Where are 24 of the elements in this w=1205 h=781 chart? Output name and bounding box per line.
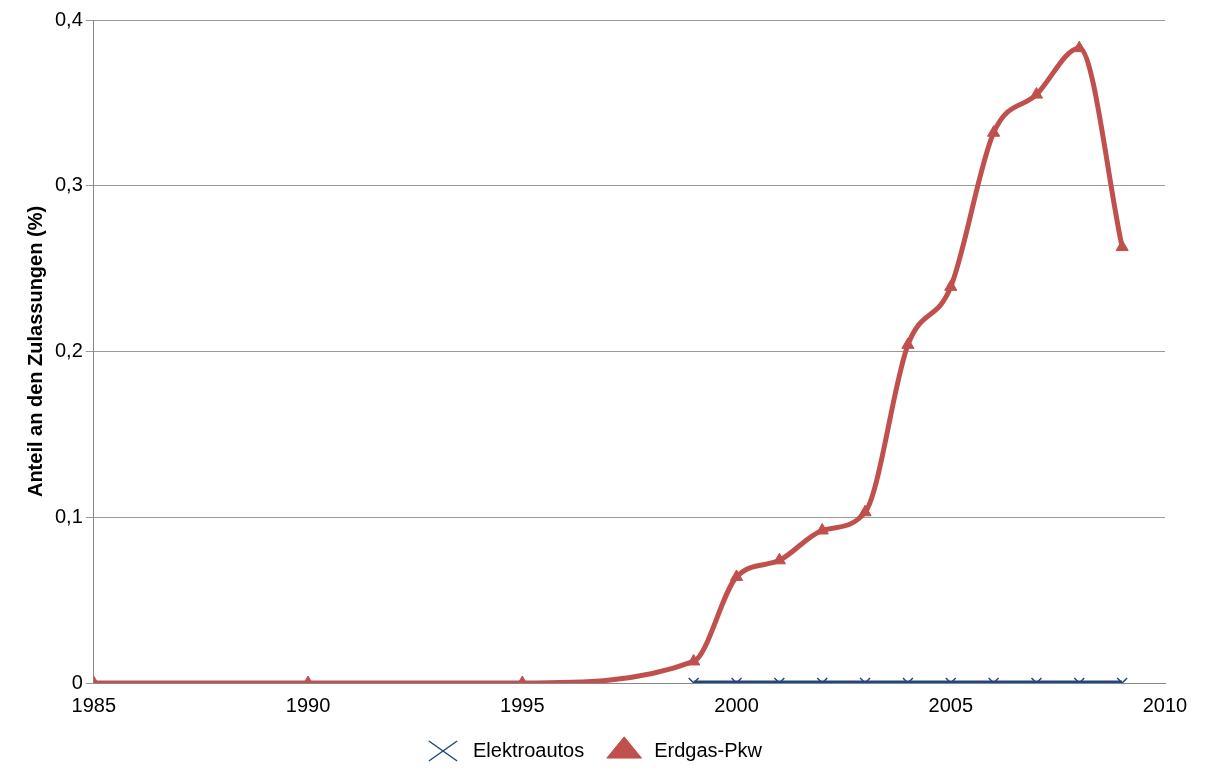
point <box>1072 40 1086 53</box>
point <box>944 279 958 291</box>
point <box>772 552 786 565</box>
point <box>1029 87 1044 99</box>
x-tick-label: 2005 <box>928 693 974 716</box>
legend-label: Erdgas-Pkw <box>654 738 763 761</box>
y-axis-title: Anteil an den Zulassungen (%) <box>23 205 46 498</box>
point <box>858 504 872 517</box>
y-tick-label: 0,4 <box>54 7 83 30</box>
x-tick-label: 1995 <box>500 693 545 716</box>
point <box>1115 239 1129 252</box>
point <box>729 569 744 581</box>
y-tick-label: 0,3 <box>54 173 83 196</box>
point <box>687 653 701 666</box>
point <box>987 125 1001 137</box>
x-tick-label: 1985 <box>71 693 117 716</box>
y-tick-label: 0,2 <box>54 339 83 362</box>
point <box>901 337 915 349</box>
legend-label: Elektroautos <box>473 738 585 761</box>
y-tick-label: 0,1 <box>54 504 83 527</box>
x-tick-label: 1990 <box>285 693 331 716</box>
x-tick-label: 2010 <box>1142 693 1188 716</box>
y-tick-label: 0 <box>71 670 83 693</box>
x-tick-label: 2000 <box>714 693 759 716</box>
